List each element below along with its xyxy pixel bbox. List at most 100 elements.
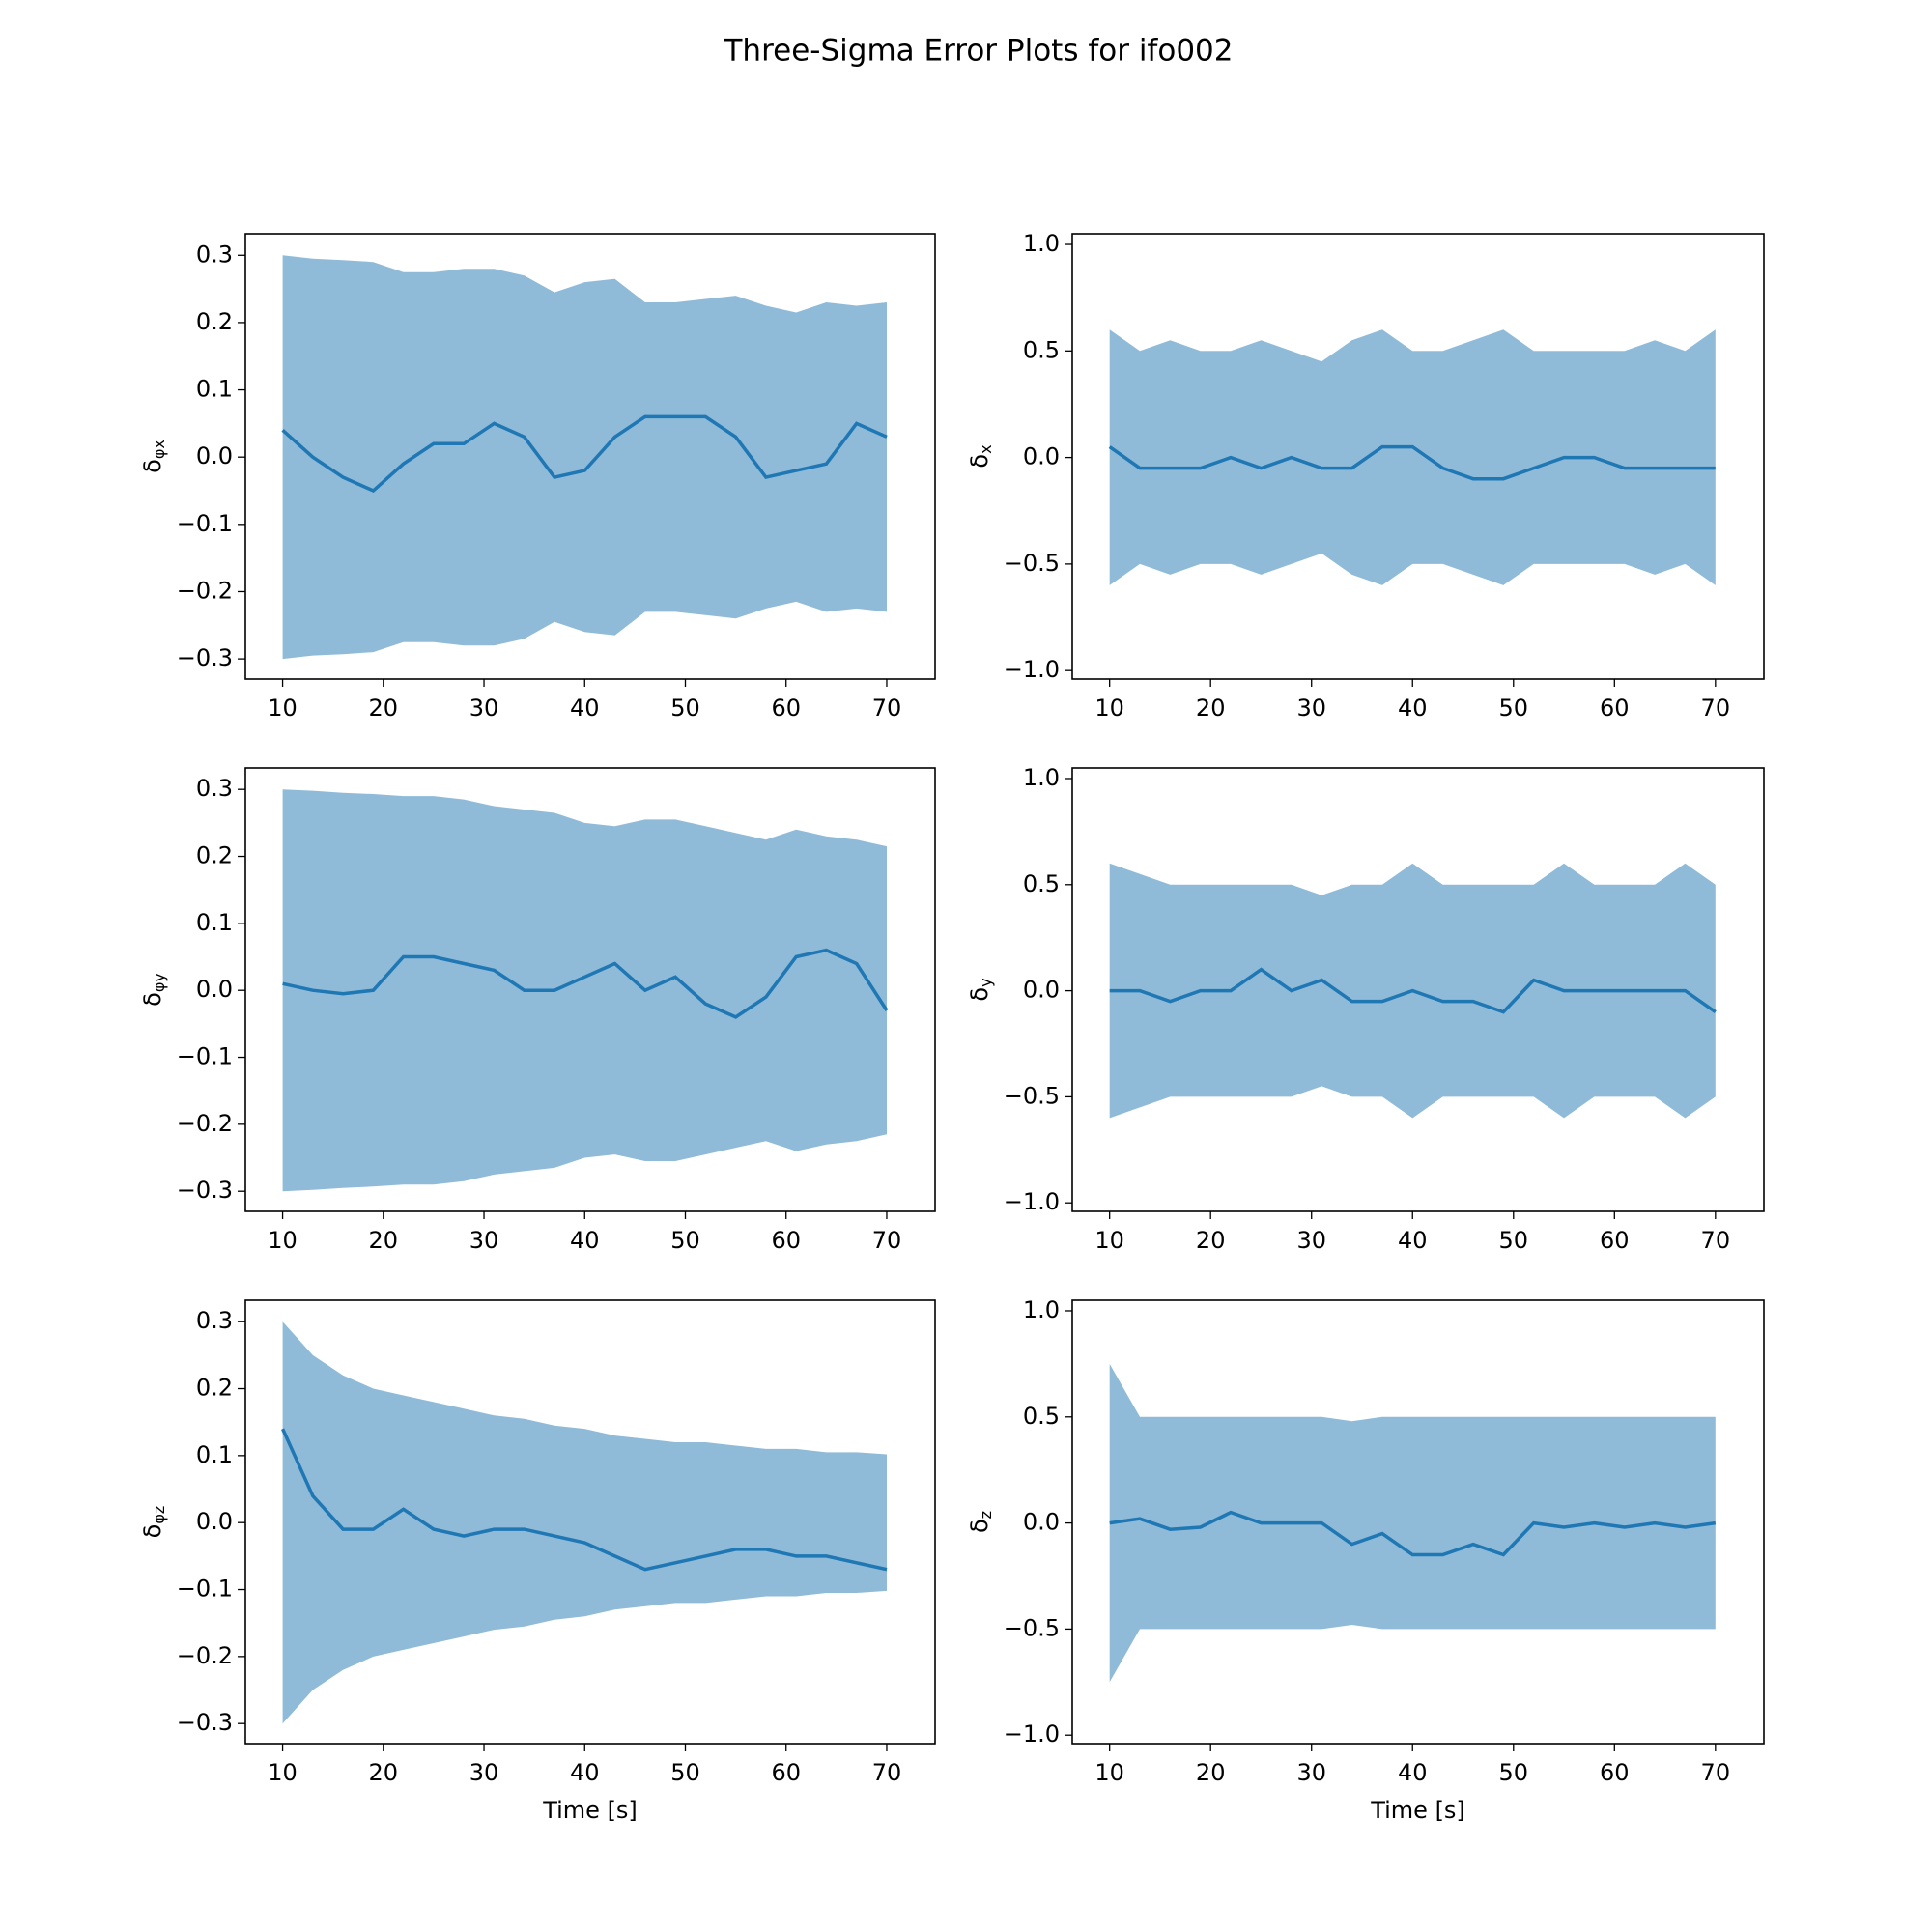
y-tick-label: 0.0 — [196, 1508, 233, 1535]
x-tick-label: 30 — [469, 1227, 499, 1254]
x-label: Time [s] — [1370, 1797, 1465, 1824]
x-tick-label: 60 — [771, 695, 801, 722]
error-line — [281, 414, 888, 494]
axes-frame — [244, 233, 936, 680]
y-label: δφx — [139, 440, 168, 473]
y-tick-label: 0.3 — [196, 1307, 233, 1334]
y-tick-label: −1.0 — [1004, 656, 1060, 683]
y-tick-label: 0.5 — [1023, 336, 1060, 363]
y-tick-label: −0.1 — [177, 510, 233, 537]
subplot: 10 20 30 40 50 60 70 −0.3 −0.2 −0.1 0.0 0.1 0.2 0.3 δφ… — [139, 767, 936, 1254]
x-tick-label: 30 — [469, 695, 499, 722]
y-label: δφz — [139, 1506, 168, 1539]
axes-frame — [1071, 233, 1765, 680]
y-label-subscript: φz — [150, 1506, 168, 1524]
x-tick-label: 40 — [570, 695, 600, 722]
x-tick-label: 50 — [670, 1759, 700, 1786]
x-tick-label: 70 — [872, 1227, 902, 1254]
y-tick-label: 0.3 — [196, 775, 233, 802]
axes-frame — [1071, 767, 1765, 1212]
x-tick-label: 70 — [1701, 695, 1731, 722]
axes-frame — [244, 1299, 936, 1745]
y-tick-label: 0.1 — [196, 909, 233, 936]
y-tick-label: −0.1 — [177, 1043, 233, 1070]
axes-frame — [1071, 1299, 1765, 1745]
x-tick-label: 60 — [771, 1759, 801, 1786]
x-tick-label: 10 — [1094, 1227, 1124, 1254]
y-label-subscript: x — [977, 444, 995, 453]
y-label-symbol: δ — [966, 987, 993, 1002]
x-tick-label: 50 — [1499, 1759, 1529, 1786]
y-tick-label: −0.3 — [177, 1709, 233, 1736]
x-tick-label: 30 — [469, 1759, 499, 1786]
x-tick-label: 20 — [369, 1759, 399, 1786]
x-tick-label: 40 — [570, 1759, 600, 1786]
subplot: 10 20 30 40 50 60 70 −1.0 −0.5 0.0 0.5 1.0 δy — [966, 764, 1765, 1254]
x-tick-label: 10 — [1094, 695, 1124, 722]
y-tick-label: 0.0 — [1023, 1509, 1060, 1536]
subplot: 10 20 30 40 50 60 70 −0.3 −0.2 −0.1 0.0 0.1 0.2 0.3 δφ… — [139, 233, 936, 722]
x-tick-label: 70 — [1701, 1227, 1731, 1254]
x-tick-label: 10 — [1094, 1759, 1124, 1786]
y-label-subscript: z — [977, 1511, 995, 1519]
subplot: 10 20 30 40 50 60 70 −0.3 −0.2 −0.1 0.0 0.1 0.2 0.3 δφ… — [139, 1299, 936, 1824]
y-tick-label: −1.0 — [1004, 1188, 1060, 1215]
x-tick-label: 10 — [268, 695, 298, 722]
x-tick-label: 10 — [268, 1759, 298, 1786]
x-tick-label: 30 — [1296, 695, 1326, 722]
sigma-band — [282, 789, 888, 1192]
error-line — [1109, 1510, 1717, 1557]
y-label: δy — [966, 978, 995, 1001]
y-tick-label: 0.2 — [196, 308, 233, 335]
y-tick-label: 0.3 — [196, 241, 233, 268]
y-tick-label: −0.3 — [177, 644, 233, 671]
y-tick-label: 1.0 — [1023, 230, 1060, 257]
error-line — [282, 948, 889, 1019]
x-tick-label: 40 — [1398, 695, 1428, 722]
x-tick-label: 10 — [268, 1227, 298, 1254]
subplot: 10 20 30 40 50 60 70 −1.0 −0.5 0.0 0.5 1.0 δz Time [s… — [966, 1296, 1765, 1824]
x-tick-label: 20 — [1196, 695, 1226, 722]
y-label-subscript: φy — [150, 973, 168, 992]
x-label: Time [s] — [542, 1797, 638, 1824]
y-tick-label: −0.1 — [177, 1576, 233, 1603]
x-tick-label: 20 — [1196, 1759, 1226, 1786]
x-tick-label: 30 — [1296, 1227, 1326, 1254]
y-label-symbol: δ — [139, 992, 166, 1007]
x-tick-label: 30 — [1296, 1759, 1326, 1786]
x-tick-label: 50 — [1499, 695, 1529, 722]
x-tick-label: 40 — [1398, 1227, 1428, 1254]
y-tick-label: −0.2 — [177, 1642, 233, 1669]
figure-title: Three-Sigma Error Plots for ifo002 — [724, 34, 1234, 69]
y-label: δφy — [139, 973, 168, 1007]
x-tick-label: 20 — [369, 1227, 399, 1254]
error-line — [281, 1428, 888, 1572]
y-tick-label: 0.1 — [196, 1441, 233, 1468]
x-tick-label: 60 — [771, 1227, 801, 1254]
y-tick-label: 1.0 — [1023, 1296, 1060, 1323]
y-label-symbol: δ — [139, 459, 166, 473]
y-label: δz — [966, 1511, 995, 1533]
y-tick-label: 0.5 — [1023, 1403, 1060, 1430]
y-tick-label: −0.5 — [1004, 1614, 1060, 1641]
subplot: 10 20 30 40 50 60 70 −1.0 −0.5 0.0 0.5 1.0 δx — [966, 230, 1765, 722]
y-tick-label: 0.0 — [196, 442, 233, 469]
sigma-band — [282, 255, 888, 660]
y-label-subscript: φx — [150, 440, 168, 459]
sigma-band — [282, 1321, 888, 1724]
y-tick-label: −0.2 — [177, 577, 233, 604]
y-tick-label: 0.1 — [196, 376, 233, 403]
y-label-subscript: y — [977, 978, 995, 986]
x-tick-label: 40 — [1398, 1759, 1428, 1786]
y-tick-label: 0.2 — [196, 842, 233, 869]
y-label-symbol: δ — [966, 454, 993, 469]
y-tick-label: −0.2 — [177, 1110, 233, 1137]
y-label: δx — [966, 444, 995, 468]
x-tick-label: 70 — [872, 695, 902, 722]
y-label-symbol: δ — [139, 1524, 166, 1539]
x-tick-label: 40 — [570, 1227, 600, 1254]
y-tick-label: −1.0 — [1004, 1720, 1060, 1747]
x-tick-label: 50 — [670, 1227, 700, 1254]
